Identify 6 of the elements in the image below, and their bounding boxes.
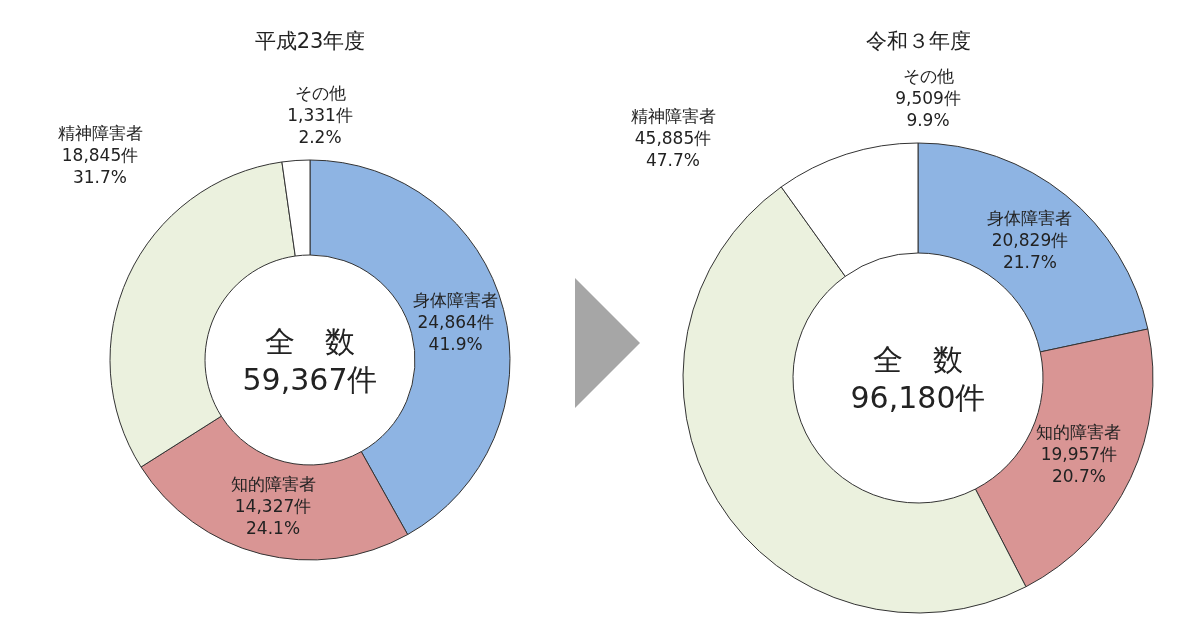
text: 全 数 <box>873 342 963 377</box>
text: 全 数 <box>265 324 355 359</box>
text: 96,180件 <box>850 380 986 415</box>
text: 59,367件 <box>242 362 378 397</box>
chart-title: 令和３年度 <box>865 29 971 53</box>
chart-title: 平成23年度 <box>254 29 366 53</box>
